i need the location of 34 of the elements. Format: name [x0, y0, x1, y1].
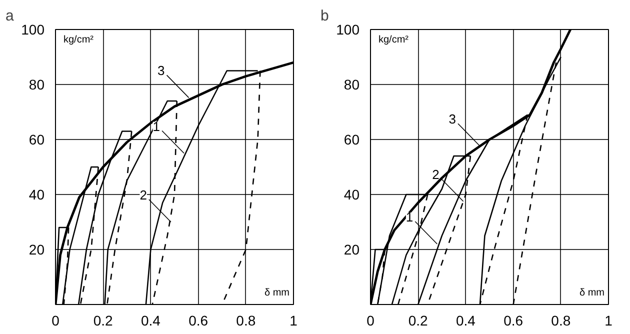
annotation: 1: [406, 210, 414, 225]
annotation: 1: [152, 118, 160, 134]
annotation: 3: [158, 63, 165, 78]
x-tick-label: 0.8: [236, 312, 256, 328]
x-tick-label: 0.2: [408, 312, 428, 328]
annotation: 2: [432, 166, 440, 182]
x-tick-label: 0: [366, 312, 375, 328]
y-axis-title: kg/cm²: [64, 34, 94, 46]
x-tick-label: 0.4: [456, 312, 476, 328]
y-tick-label: 80: [28, 76, 45, 92]
x-tick-label: 1: [290, 312, 298, 328]
x-axis-title: δ mm: [264, 288, 290, 298]
x-tick-label: 0.6: [504, 312, 524, 328]
y-tick-label: 60: [344, 132, 360, 148]
y-tick-label: 20: [28, 242, 45, 258]
y-tick-label: 80: [344, 76, 360, 92]
y-tick-label: 20: [344, 242, 360, 258]
y-tick-label: 100: [21, 22, 45, 38]
y-tick-label: 40: [344, 186, 360, 202]
chart-title: b: [320, 8, 329, 24]
annotation: 3: [448, 112, 456, 127]
chart-title: a: [6, 8, 14, 24]
x-axis-title: δ mm: [579, 288, 605, 298]
y-tick-label: 100: [336, 22, 360, 38]
x-tick-label: 0.6: [188, 312, 208, 328]
x-tick-label: 0.8: [551, 312, 571, 328]
annotation: 2: [140, 188, 147, 203]
x-tick-label: 0.4: [140, 312, 161, 328]
y-tick-label: 60: [28, 132, 45, 148]
x-tick-label: 1: [604, 312, 613, 328]
y-axis-title: kg/cm²: [378, 34, 410, 46]
y-tick-label: 40: [28, 186, 45, 202]
x-tick-label: 0.2: [93, 312, 114, 328]
x-tick-label: 0: [52, 312, 60, 328]
